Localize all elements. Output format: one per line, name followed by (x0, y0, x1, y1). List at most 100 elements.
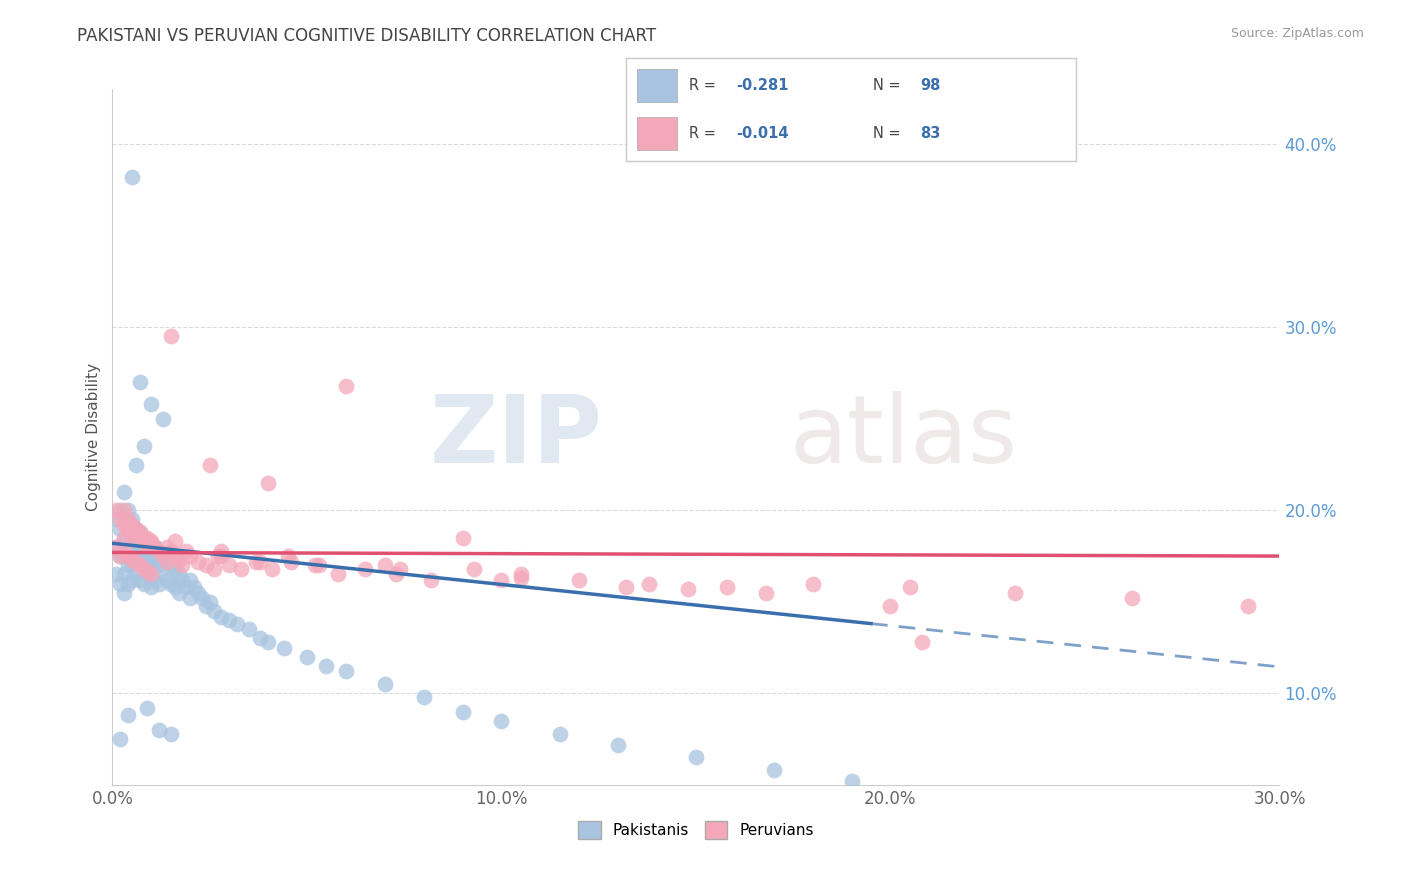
Point (685, 750, 707, 764)
FancyBboxPatch shape (637, 118, 678, 150)
Point (167, 553, 190, 567)
Point (801, 576, 824, 591)
Point (273, 640, 295, 655)
Point (132, 531, 155, 545)
Point (125, 531, 148, 545)
Point (548, 727, 571, 741)
Text: -0.014: -0.014 (735, 127, 789, 142)
Point (209, 543, 232, 558)
Point (176, 580, 198, 594)
Point (156, 540, 179, 554)
Point (308, 558, 330, 573)
Point (152, 411, 174, 425)
Point (1121, 591, 1143, 606)
Point (491, 714, 513, 728)
Text: Source: ZipAtlas.com: Source: ZipAtlas.com (1230, 27, 1364, 40)
Point (326, 567, 349, 582)
Point (121, 553, 143, 567)
Point (385, 567, 408, 582)
Point (167, 567, 190, 582)
Point (148, 576, 170, 591)
Point (249, 632, 271, 646)
Text: N =: N = (873, 78, 905, 93)
Point (105, 540, 128, 554)
Point (117, 522, 139, 536)
Point (160, 576, 183, 591)
Point (716, 580, 738, 594)
Point (910, 635, 932, 649)
FancyBboxPatch shape (637, 70, 678, 102)
Point (245, 555, 267, 569)
Point (249, 555, 271, 569)
Point (148, 543, 170, 558)
Point (218, 613, 240, 627)
Point (148, 723, 170, 737)
Point (128, 375, 150, 389)
Point (755, 585, 778, 599)
Point (841, 774, 863, 789)
Point (128, 540, 150, 554)
Point (117, 708, 139, 723)
Point (128, 525, 150, 540)
Point (187, 555, 209, 569)
Point (163, 580, 186, 594)
Point (128, 573, 150, 587)
Point (152, 549, 174, 563)
Text: PAKISTANI VS PERUVIAN COGNITIVE DISABILITY CORRELATION CHART: PAKISTANI VS PERUVIAN COGNITIVE DISABILI… (77, 27, 657, 45)
Point (136, 567, 159, 582)
Point (125, 522, 148, 536)
Point (132, 543, 155, 558)
Point (110, 503, 132, 517)
Point (110, 549, 132, 563)
Point (112, 512, 135, 526)
Point (132, 576, 155, 591)
Point (136, 701, 159, 715)
Point (141, 536, 163, 550)
Point (136, 549, 159, 563)
Point (125, 458, 148, 472)
Text: atlas: atlas (789, 391, 1018, 483)
Point (607, 738, 630, 752)
Point (112, 503, 135, 517)
Point (105, 503, 128, 517)
Point (463, 562, 485, 576)
Point (125, 567, 148, 582)
Point (202, 562, 225, 576)
Point (218, 558, 240, 573)
Point (148, 543, 170, 558)
Point (110, 512, 132, 526)
Point (121, 543, 143, 558)
Point (420, 573, 443, 587)
Point (110, 732, 132, 747)
Point (160, 558, 183, 573)
Point (879, 599, 901, 613)
Point (276, 549, 298, 563)
Point (125, 555, 148, 569)
Point (183, 580, 205, 594)
Point (121, 558, 143, 573)
Point (117, 503, 139, 517)
Point (354, 562, 377, 576)
Point (163, 562, 186, 576)
Point (117, 558, 139, 573)
Point (451, 705, 474, 719)
Point (280, 555, 302, 569)
Point (121, 518, 143, 533)
Point (638, 576, 661, 591)
Point (412, 690, 434, 704)
Point (112, 518, 135, 533)
Point (141, 562, 163, 576)
Point (117, 576, 139, 591)
Point (136, 564, 159, 578)
Point (898, 580, 921, 594)
Point (125, 534, 148, 549)
Point (112, 585, 135, 599)
Point (112, 531, 135, 545)
Point (509, 567, 531, 582)
Legend: Pakistanis, Peruvians: Pakistanis, Peruvians (569, 813, 823, 847)
Point (179, 549, 201, 563)
Point (141, 580, 163, 594)
Point (676, 582, 699, 596)
Point (451, 531, 474, 545)
Point (257, 475, 280, 490)
